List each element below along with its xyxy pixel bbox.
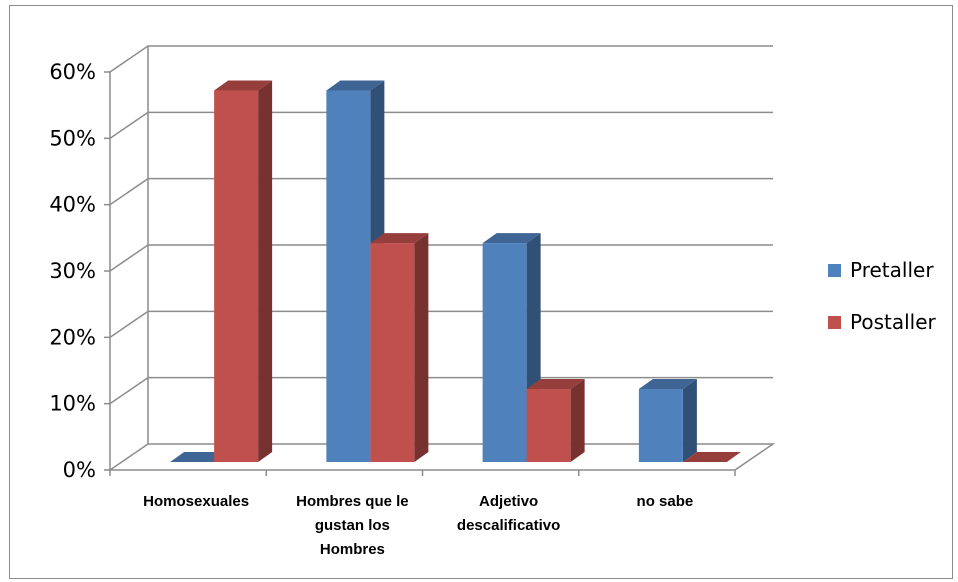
bar-pretaller-3 [639,379,697,462]
bar-postaller-0 [214,81,272,462]
y-tick-label: 20% [49,325,96,349]
x-category-label: gustan los [315,517,390,534]
legend-label: Postaller [850,310,937,334]
legend: Pretaller Postaller [828,258,937,334]
bar-side [258,81,272,462]
bar-postaller-2 [527,379,585,462]
bar-front [527,389,571,462]
legend-label: Pretaller [850,258,934,282]
bar-front [214,91,258,462]
gridline [110,179,773,205]
bar-side [414,233,428,462]
gridline [110,112,773,138]
y-tick-label: 50% [49,126,96,150]
x-category-label: Homosexuales [143,493,249,510]
gridline [110,46,773,72]
y-tick-label: 10% [49,392,96,416]
y-axis-ticks: 0% 10% 20% 30% 40% 50% 60% [49,60,96,482]
x-category-label: descalificativo [457,517,560,534]
bar-side [571,379,585,462]
gridline [110,311,773,337]
bar-postaller-1 [370,233,428,462]
bar-front [370,243,414,462]
x-category-label: Hombres que le [296,493,409,510]
y-tick-label: 30% [49,259,96,283]
gridline [110,245,773,271]
x-category-label: Adjetivo [479,493,538,510]
bar-side [683,379,697,462]
bar-front [639,389,683,462]
bar-front [483,243,527,462]
x-category-label: no sabe [637,493,694,510]
x-category-label: Hombres [320,541,385,558]
bars [170,81,741,462]
bar-front [326,91,370,462]
y-tick-label: 40% [49,193,96,217]
legend-swatch [828,316,841,329]
legend-swatch [828,264,841,277]
y-tick-label: 0% [63,458,96,482]
x-axis-categories: Homosexuales Hombres que le gustan los Homb… [143,493,693,558]
y-tick-label: 60% [49,60,96,84]
